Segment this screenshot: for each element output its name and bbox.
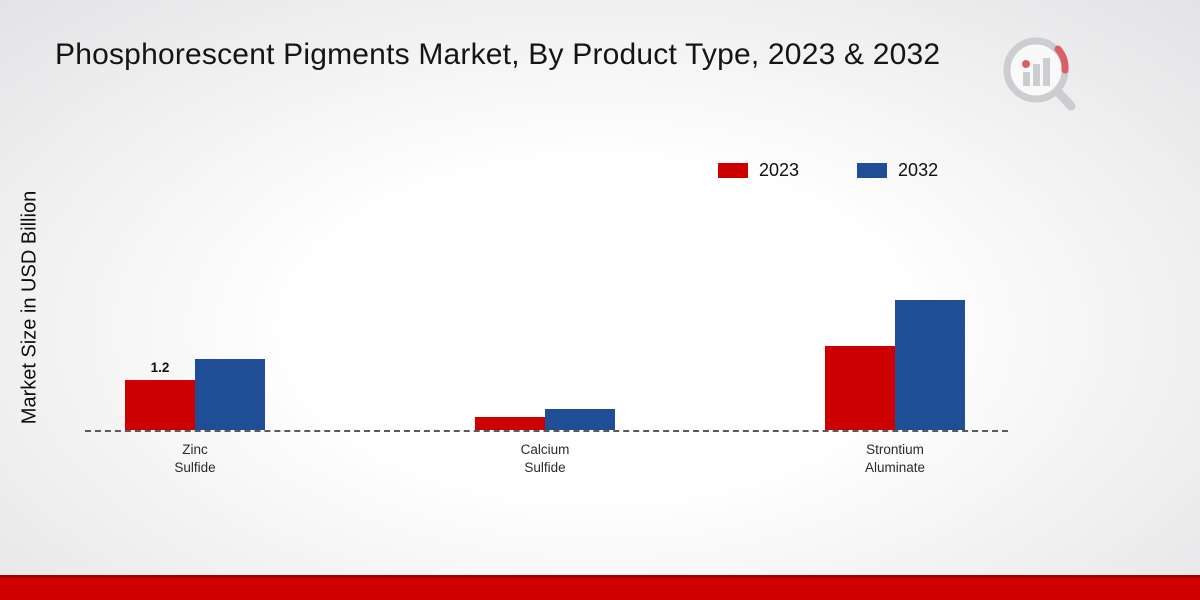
bar-2032-calcium-sulfide <box>545 409 615 430</box>
legend-swatch-2032 <box>857 163 888 178</box>
bar-2023-strontium-aluminate <box>825 346 895 430</box>
legend-swatch-2023 <box>718 163 748 178</box>
bar-2032-zinc-sulfide <box>195 358 265 430</box>
chart-title: Phosphorescent Pigments Market, By Produ… <box>55 38 941 71</box>
category-label-zinc-sulfide: Zinc Sulfide <box>174 442 216 476</box>
bar-2023-calcium-sulfide <box>475 417 545 430</box>
legend-item-2023: 2023 <box>718 160 799 181</box>
brand-magnifier-chart-logo <box>1003 37 1076 111</box>
footer-red-band <box>0 575 1200 600</box>
category-label-strontium-aluminate: Strontium Aluminate <box>864 442 926 476</box>
bar-2032-strontium-aluminate <box>895 299 965 430</box>
legend-label-2032: 2032 <box>898 160 939 180</box>
legend-label-2023: 2023 <box>759 160 800 180</box>
legend-item-2032: 2032 <box>857 160 938 181</box>
bar-2023-zinc-sulfide <box>125 379 195 430</box>
chart-legend: 2023 2032 <box>718 160 938 181</box>
x-axis-baseline <box>85 430 1008 432</box>
category-label-calcium-sulfide: Calcium Sulfide <box>520 442 570 476</box>
bar-value-annotation: 1.2 <box>150 359 170 375</box>
